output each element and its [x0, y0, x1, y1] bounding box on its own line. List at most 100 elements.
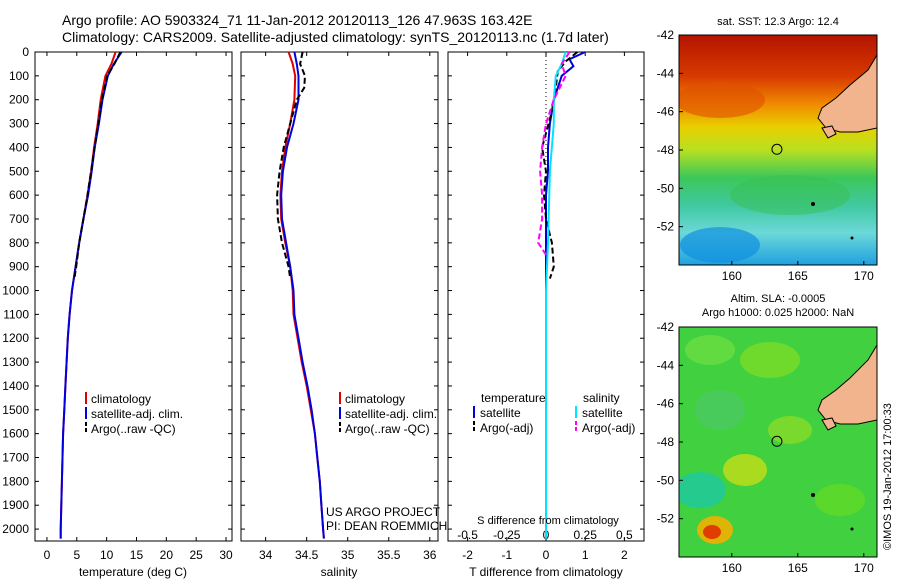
lat-tick-label: -44: [657, 358, 675, 372]
salinity-axes-frame: [240, 51, 439, 542]
x-tick-label: 2: [621, 548, 628, 562]
depth-tick-label: 2000: [2, 522, 29, 536]
land-south-island: [817, 54, 877, 133]
depth-tick-label: 1800: [2, 474, 29, 488]
lat-tick-label: -48: [657, 143, 675, 157]
lon-tick-label: 165: [788, 269, 808, 283]
series-line-argo-raw-qc-: [73, 51, 122, 279]
lat-tick-label: -44: [657, 66, 675, 80]
depth-tick-label: 1300: [2, 355, 29, 369]
land-stewart-island: [821, 125, 837, 139]
x-tick-label: 25: [190, 548, 204, 562]
difference-xlabel-top: S difference from climatology: [477, 515, 619, 527]
legend-label-sal-argo: Argo(-adj): [582, 421, 635, 435]
difference-legend: temperature salinity satellite Argo(-adj…: [473, 391, 635, 435]
sla-map-title-line-1: Altim. SLA: -0.0005: [731, 293, 826, 305]
x-tick-label-salinity: 0.25: [574, 528, 598, 542]
temperature-xlabel: temperature (deg C): [79, 565, 187, 579]
temperature-axes-frame: [34, 51, 233, 542]
depth-tick-label: 1200: [2, 331, 29, 345]
depth-tick-label: 1900: [2, 498, 29, 512]
legend-label-argo: Argo(..raw -QC): [91, 422, 176, 436]
depth-tick-label: 800: [9, 236, 29, 250]
depth-tick-label: 600: [9, 188, 29, 202]
lon-tick-label: 170: [854, 269, 874, 283]
sst-cool-patch: [680, 227, 760, 263]
depth-tick-label: 1600: [2, 427, 29, 441]
x-tick-label-salinity: 0.5: [616, 528, 633, 542]
depth-tick-label: 900: [9, 260, 29, 274]
depth-tick-label: 1500: [2, 403, 29, 417]
auckland-islands-marker: [811, 493, 815, 497]
lat-tick-label: -52: [657, 220, 675, 234]
lat-tick-label: -42: [657, 28, 675, 42]
lon-tick-label: 160: [722, 269, 742, 283]
x-tick-label: 0: [543, 548, 550, 562]
lon-tick-label: 165: [788, 561, 808, 575]
sla-map-axes: 160 165 170 -42 -44 -46 -48 -50 -52: [657, 320, 874, 575]
legend-label-climatology: climatology: [345, 392, 405, 406]
sla-map-area: [679, 327, 877, 557]
x-tick-label: 34.5: [295, 548, 319, 562]
sst-map-area: [679, 35, 877, 265]
x-tick-label: 30: [219, 548, 233, 562]
campbell-island-marker: [850, 236, 854, 240]
x-tick-label: 35: [341, 548, 355, 562]
series-line-temperature-argo-adj-: [541, 51, 579, 279]
sla-patch: [723, 454, 767, 486]
x-tick-label: 15: [130, 548, 144, 562]
x-tick-label-salinity: -0.25: [493, 528, 521, 542]
depth-tick-label: 100: [9, 69, 29, 83]
x-tick-label: 5: [73, 548, 80, 562]
legend-header-temperature: temperature: [481, 391, 546, 405]
depth-tick-label: 400: [9, 140, 29, 154]
lat-tick-label: -50: [657, 181, 675, 195]
x-tick-label: 36: [423, 548, 437, 562]
series-line-satellite-adj-clim-: [280, 51, 325, 539]
lat-tick-label: -46: [657, 397, 675, 411]
sla-patch: [740, 342, 800, 378]
lon-tick-label: 160: [722, 561, 742, 575]
depth-tick-label: 200: [9, 93, 29, 107]
lat-tick-label: -46: [657, 105, 675, 119]
depth-tick-label: 1100: [3, 307, 29, 321]
difference-xlabel: T difference from climatology: [469, 565, 623, 579]
series-line-argo-raw-qc-: [276, 51, 307, 279]
sla-patch: [685, 335, 735, 365]
x-tick-label-salinity: -0.5: [457, 528, 478, 542]
x-tick-label: 10: [100, 548, 114, 562]
sst-argo-position-marker: [771, 143, 783, 155]
legend-label-temp-satellite: satellite: [480, 406, 521, 420]
sla-patch: [703, 525, 721, 539]
x-tick-label: -2: [462, 548, 473, 562]
series-line-climatology: [59, 51, 117, 539]
sla-argo-position-marker: [771, 435, 783, 447]
depth-tick-label: 700: [9, 212, 29, 226]
sst-warm-patch: [679, 82, 765, 118]
sla-map-title-line-2: Argo h1000: 0.025 h2000: NaN: [702, 307, 854, 319]
depth-axis-ticks: 0 100 200 300 400 500 600 700 800 900 1000 1100 1200…: [2, 45, 644, 536]
project-line-2: PI: DEAN ROEMMICH: [326, 519, 447, 533]
sst-green-patch: [730, 175, 850, 215]
legend-label-satellite: satellite-adj. clim.: [345, 407, 437, 421]
salinity-xlabel: salinity: [321, 565, 358, 579]
x-tick-label: -1: [501, 548, 512, 562]
legend-label-temp-argo: Argo(-adj): [480, 421, 533, 435]
auckland-islands-marker: [811, 202, 815, 206]
legend-label-sal-satellite: satellite: [582, 406, 623, 420]
x-tick-label: 1: [582, 548, 589, 562]
depth-tick-label: 0: [22, 45, 29, 59]
x-tick-label: 0: [44, 548, 51, 562]
lat-tick-label: -52: [657, 512, 675, 526]
sst-map-axes: 160 165 170 -42 -44 -46 -48 -50 -52: [657, 28, 874, 283]
legend-label-climatology: climatology: [91, 392, 151, 406]
lat-tick-label: -42: [657, 320, 675, 334]
depth-tick-label: 500: [9, 164, 29, 178]
x-tick-label: 35.5: [377, 548, 401, 562]
sla-patch: [695, 390, 745, 430]
series-line-salinity-satellite: [545, 51, 567, 539]
sla-patch: [768, 416, 812, 444]
lat-tick-label: -48: [657, 435, 675, 449]
